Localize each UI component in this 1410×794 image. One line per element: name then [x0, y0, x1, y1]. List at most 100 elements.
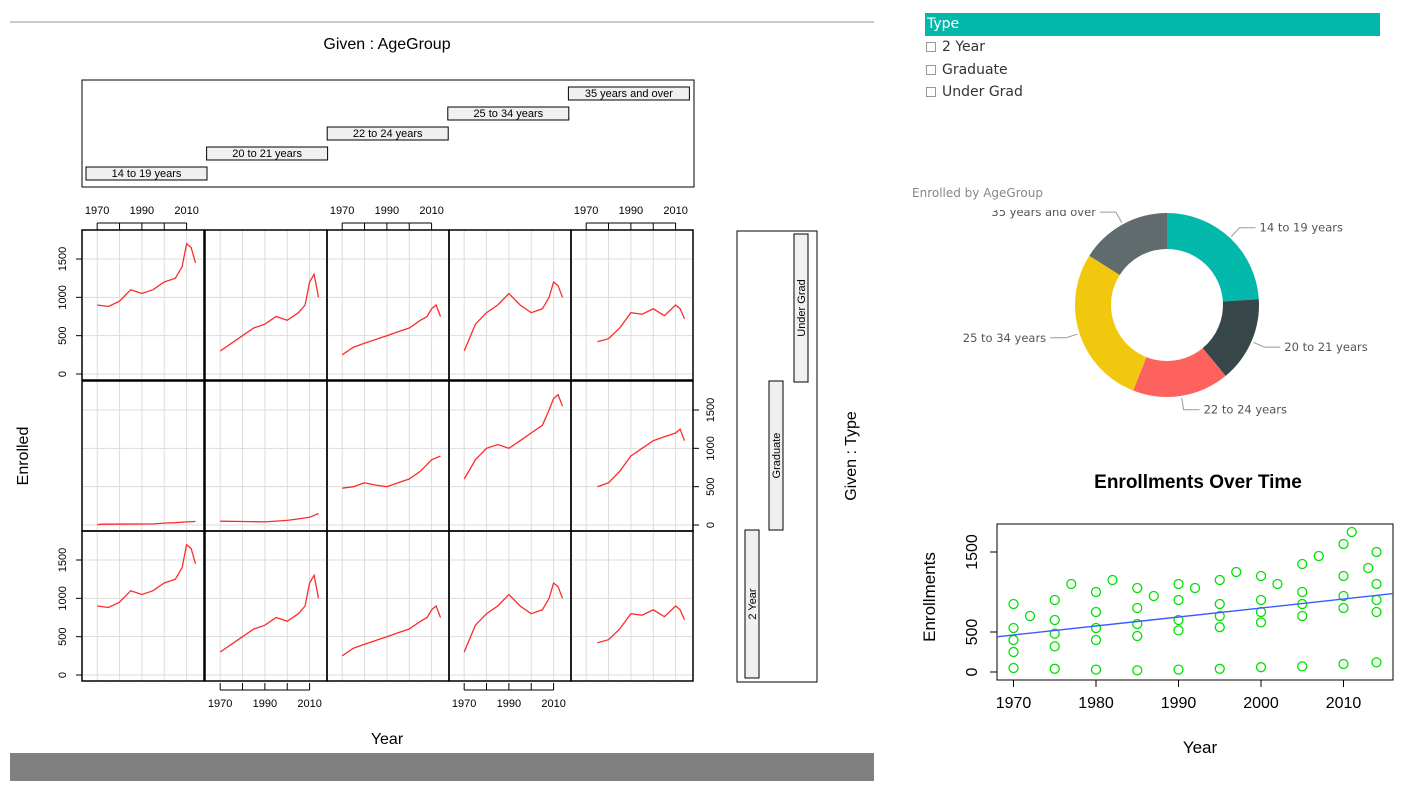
donut-leader [1050, 333, 1078, 339]
coplot-ylabel: Enrolled [15, 427, 32, 486]
panel [204, 380, 328, 532]
panel-frame [81, 229, 205, 381]
panel [81, 229, 205, 381]
scatter-point [1008, 634, 1019, 646]
type-slicer: Type 2 Year Graduate Under Grad [925, 13, 1380, 104]
given-bar-label: 14 to 19 years [112, 168, 182, 180]
x-tick: 2010 [1326, 695, 1362, 712]
scatter-point [1338, 658, 1349, 670]
scatter-point [1049, 641, 1060, 652]
scatter-point [1107, 574, 1118, 586]
y-tick: 0 [57, 672, 69, 678]
scatter-point [1371, 657, 1382, 668]
scatter-point [1132, 582, 1143, 594]
bottom-x-tick: 1970 [452, 698, 476, 710]
scatter-point [1363, 562, 1374, 574]
scatter-point [1255, 594, 1267, 606]
panel-frame [204, 380, 328, 532]
scatter-point [1297, 558, 1308, 570]
scatter-point [1090, 622, 1102, 634]
y-tick: 1500 [964, 534, 981, 570]
series-line [463, 280, 564, 352]
donut-label: 14 to 19 years [1260, 221, 1343, 235]
scatter-point [1255, 570, 1267, 582]
slicer-item-label: Graduate [942, 61, 1008, 78]
given-type-box [736, 230, 818, 683]
scatter-point [1371, 578, 1382, 590]
slicer-header: Type [925, 13, 1380, 36]
top-x-tick: 2010 [663, 205, 687, 217]
checkbox-icon[interactable] [926, 87, 936, 98]
scatter-point [1346, 526, 1357, 538]
given-agegroup-box [81, 79, 695, 188]
x-tick: 2000 [1243, 695, 1279, 712]
scatter-title: Enrollments Over Time [1094, 472, 1302, 493]
panel-frame [81, 530, 205, 682]
y-tick: 500 [57, 326, 69, 344]
slicer-item-graduate[interactable]: Graduate [925, 59, 1380, 82]
given-bar-label: 35 years and over [585, 88, 673, 100]
donut-title: Enrolled by AgeGroup [912, 186, 1043, 200]
panel [448, 530, 572, 682]
coplot-title: Given : AgeGroup [323, 36, 450, 53]
panel [570, 530, 694, 682]
scatter-point [1371, 546, 1382, 558]
scatter-point [1008, 622, 1019, 634]
slicer-item-under-grad[interactable]: Under Grad [925, 81, 1380, 104]
scatter-point [1255, 617, 1267, 628]
bottom-x-tick: 1990 [253, 698, 277, 710]
series-line [219, 573, 320, 653]
panel-frame [204, 229, 328, 381]
panel-frame [570, 530, 694, 682]
donut-chart: 14 to 19 years 20 to 21 years 22 to 24 yea… [963, 210, 1368, 417]
scatter-point [1272, 578, 1283, 590]
scatter-point [1173, 578, 1184, 590]
donut-leader [1230, 227, 1256, 237]
scatter-point [1049, 628, 1060, 639]
trend-line [996, 592, 1394, 638]
scatter-point [1313, 550, 1324, 562]
bottom-x-tick: 1970 [208, 698, 232, 710]
bottom-x-tick: 2010 [297, 698, 321, 710]
scatter-point [1297, 661, 1308, 672]
x-tick: 1980 [1078, 695, 1114, 712]
panel [570, 229, 694, 381]
donut-label: 20 to 21 years [1284, 340, 1367, 354]
series-line [463, 581, 564, 653]
top-x-tick: 1970 [85, 205, 109, 217]
panel-frame [448, 530, 572, 682]
scatter-point [1214, 598, 1225, 610]
y-tick: 1000 [57, 285, 69, 309]
given-type-label: Under Grad [796, 279, 808, 336]
y-tick: 1000 [705, 436, 717, 460]
top-x-tick: 2010 [174, 205, 198, 217]
slicer-item-label: Under Grad [942, 84, 1023, 100]
given-bar-label: 22 to 24 years [353, 128, 423, 140]
scatter-xlabel: Year [1183, 738, 1218, 757]
coplot-chart: Given : AgeGroup Year Enrolled Given : T… [10, 21, 874, 748]
slicer-item-2-year[interactable]: 2 Year [925, 36, 1380, 59]
top-x-tick: 2010 [419, 205, 443, 217]
panel-frame [448, 229, 572, 381]
checkbox-icon[interactable] [926, 64, 936, 75]
panel-frame [448, 380, 572, 532]
y-tick: 500 [57, 627, 69, 645]
top-x-tick: 1970 [330, 205, 354, 217]
given-type-label: Graduate [771, 433, 783, 479]
panel [326, 229, 450, 381]
coplot-right-label: Given : Type [843, 411, 860, 501]
bottom-x-tick: 1990 [497, 698, 521, 710]
panel-frame [326, 229, 450, 381]
scatter-point [1214, 574, 1225, 586]
scatter-point [1214, 663, 1225, 674]
y-tick: 1000 [57, 586, 69, 610]
top-x-tick: 1970 [574, 205, 598, 217]
series-line [97, 520, 196, 526]
top-x-tick: 1990 [619, 205, 643, 217]
checkbox-icon[interactable] [926, 42, 936, 53]
series-line [341, 303, 442, 356]
panel-frame [204, 530, 328, 682]
panel [326, 530, 450, 682]
bottom-scroll-bar[interactable] [10, 753, 874, 781]
series-line [463, 393, 564, 480]
